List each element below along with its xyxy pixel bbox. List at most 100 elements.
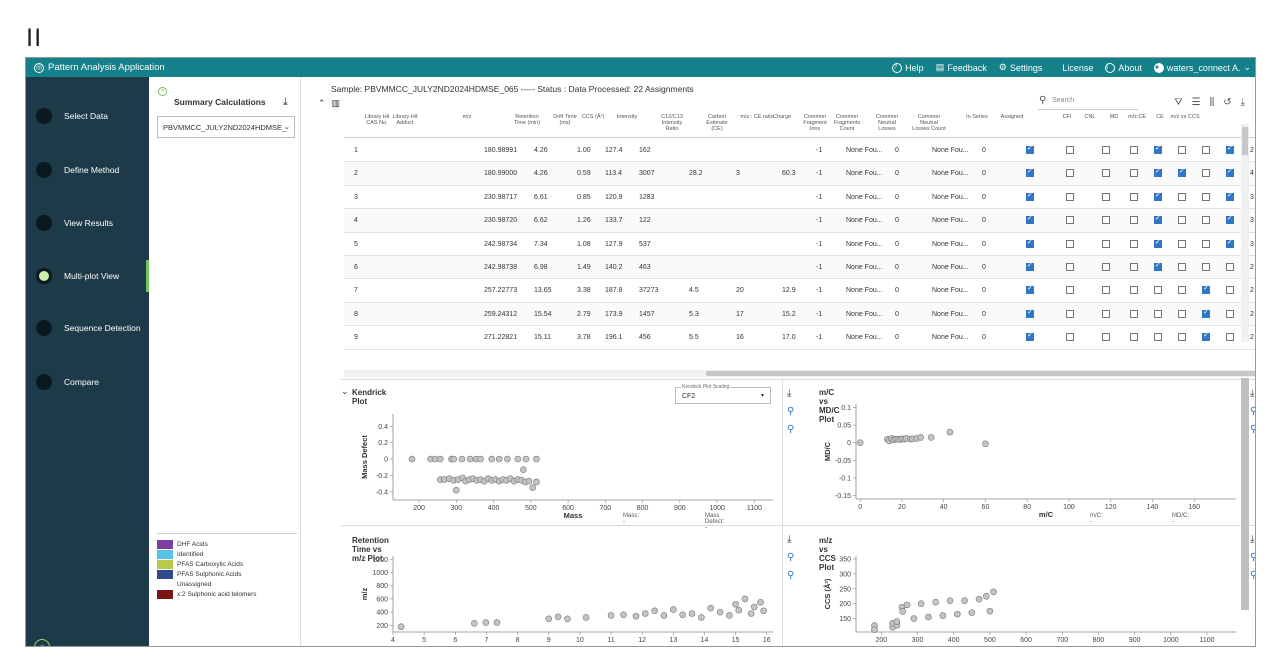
row-checkbox[interactable] (1202, 239, 1210, 248)
nav-sequence-detection[interactable]: Sequence Detection (26, 308, 149, 348)
data-point[interactable] (982, 440, 989, 448)
data-point[interactable] (688, 610, 696, 617)
data-point[interactable] (968, 609, 976, 616)
row-checkbox[interactable] (1202, 263, 1210, 271)
row-checkbox[interactable] (1154, 214, 1162, 225)
about-link[interactable]: i About (1105, 62, 1142, 73)
row-checkbox[interactable] (1154, 333, 1162, 342)
row-checkbox[interactable] (1026, 308, 1034, 318)
table-row[interactable]: 4 230.98720 6.62 1.26 133.7 122 -1 None Fou... 0… (344, 209, 1255, 233)
plots-vertical-scrollbar[interactable] (1241, 378, 1249, 610)
column-header[interactable]: Retention Time (min) (513, 114, 541, 126)
row-checkbox[interactable] (1026, 284, 1034, 295)
download-icon[interactable]: ⤓ (1250, 534, 1255, 545)
column-header[interactable]: CCS (Å²) (581, 114, 605, 120)
row-checkbox[interactable] (1178, 216, 1186, 225)
data-point[interactable] (397, 623, 405, 630)
scrollbar-thumb[interactable] (706, 371, 1255, 376)
horizontal-scrollbar[interactable] (344, 370, 1255, 377)
data-point[interactable] (741, 595, 749, 603)
data-point[interactable] (910, 615, 918, 622)
column-header[interactable]: Common Neutral Losses Count (912, 114, 946, 132)
download-icon[interactable]: ⤓ (1240, 97, 1245, 108)
download-icon[interactable]: ⤓ (1250, 388, 1255, 399)
row-checkbox[interactable] (1178, 309, 1186, 318)
data-point[interactable] (504, 455, 511, 463)
row-checkbox[interactable] (1130, 309, 1138, 318)
row-checkbox[interactable] (1202, 169, 1210, 178)
table-row[interactable]: 5 242.98734 7.34 1.08 127.9 537 -1 None Fou... 0… (344, 233, 1255, 256)
row-checkbox[interactable] (1066, 333, 1074, 342)
data-point[interactable] (488, 455, 496, 463)
row-checkbox[interactable] (1066, 192, 1074, 201)
data-point[interactable] (961, 597, 968, 605)
user-menu[interactable]: ● waters_connect A. ⌄ (1153, 62, 1251, 73)
data-point[interactable] (450, 455, 458, 463)
data-point[interactable] (437, 455, 444, 463)
table-row[interactable]: 7 257.22773 13.65 3.38 187.8 37273 4.5 20 12.9 -1… (344, 279, 1255, 303)
expand-panel-icon[interactable]: » (158, 87, 167, 96)
column-header[interactable]: m/z (462, 114, 472, 120)
download-icon[interactable]: ⤓ (787, 388, 792, 399)
download-icon[interactable]: ⤓ (283, 96, 288, 108)
column-header[interactable]: C12/C13 Intensity Ratio (661, 114, 683, 132)
row-checkbox[interactable] (1178, 263, 1186, 271)
row-checkbox[interactable] (1066, 263, 1074, 271)
data-point[interactable] (495, 455, 503, 463)
column-header[interactable]: CE (1156, 114, 1164, 120)
row-checkbox[interactable] (1130, 333, 1138, 342)
filter-icon[interactable]: ⛛ (1174, 97, 1183, 108)
row-checkbox[interactable] (1154, 191, 1162, 201)
data-point[interactable] (903, 601, 911, 609)
feedback-link[interactable]: ▤ Feedback (936, 62, 987, 73)
data-point[interactable] (533, 478, 540, 486)
scrollbar-thumb[interactable] (1242, 127, 1248, 155)
columns-icon[interactable]: ⫼ (1209, 97, 1215, 108)
data-point[interactable] (493, 619, 501, 626)
row-checkbox[interactable] (1154, 144, 1162, 154)
row-checkbox[interactable] (1026, 261, 1034, 271)
data-point[interactable] (482, 619, 490, 626)
data-point[interactable] (893, 618, 901, 625)
column-header[interactable]: In Series (966, 114, 988, 120)
row-checkbox[interactable] (1130, 146, 1138, 154)
data-point[interactable] (917, 434, 925, 441)
row-checkbox[interactable] (1202, 308, 1210, 318)
zoom-in-icon[interactable]: ⚲ (1250, 424, 1255, 435)
data-point[interactable] (520, 466, 527, 473)
data-point[interactable] (751, 603, 758, 611)
row-checkbox[interactable] (1130, 263, 1138, 271)
kendrick-scaling-select[interactable]: Kendrick Plot Scaling CF2 ▾ (675, 384, 771, 404)
data-point[interactable] (607, 612, 615, 619)
data-point[interactable] (679, 611, 686, 619)
data-point[interactable] (975, 595, 983, 603)
column-chooser-icon[interactable]: ▥ (331, 98, 341, 108)
row-checkbox[interactable] (1154, 261, 1162, 271)
column-header[interactable]: Assigned (1000, 114, 1024, 120)
data-point[interactable] (632, 612, 640, 620)
data-point[interactable] (651, 607, 658, 615)
row-checkbox[interactable] (1154, 309, 1162, 318)
data-point[interactable] (939, 612, 947, 619)
row-checkbox[interactable] (1130, 216, 1138, 225)
row-checkbox[interactable] (1102, 333, 1110, 342)
row-checkbox[interactable] (1226, 167, 1234, 178)
search-input[interactable]: Search (1038, 95, 1138, 110)
row-checkbox[interactable] (1202, 192, 1210, 201)
data-point[interactable] (408, 455, 416, 463)
column-header[interactable]: Common Fragments Count (833, 114, 861, 132)
zoom-out-icon[interactable]: ⚲ (1250, 406, 1255, 417)
column-header[interactable]: CNL (1084, 114, 1096, 120)
row-checkbox[interactable] (1026, 144, 1034, 154)
data-point[interactable] (982, 592, 990, 600)
mdc-chart[interactable]: 0 20 40 60 80 100 120 140 160 -0.15 -0.1 -0.05 0 0.05… (809, 396, 1249, 518)
row-checkbox[interactable] (1226, 263, 1234, 271)
zoom-in-icon[interactable]: ⚲ (1250, 570, 1255, 581)
nav-multi-plot-view[interactable]: Multi-plot View (26, 256, 149, 296)
data-point[interactable] (856, 439, 864, 447)
row-checkbox[interactable] (1026, 167, 1034, 178)
row-checkbox[interactable] (1178, 167, 1186, 178)
data-point[interactable] (533, 455, 540, 463)
row-checkbox[interactable] (1202, 331, 1210, 342)
row-checkbox[interactable] (1226, 191, 1234, 201)
